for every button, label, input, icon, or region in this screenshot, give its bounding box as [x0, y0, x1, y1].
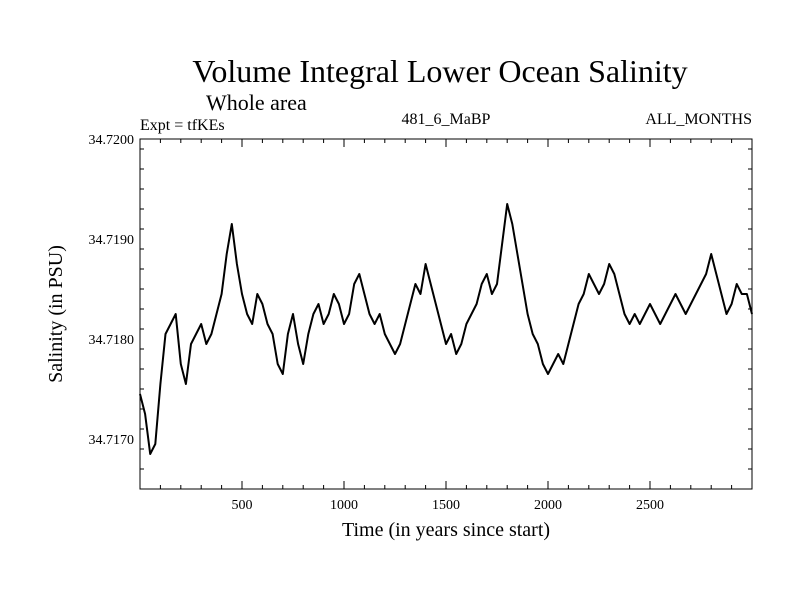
chart-title: Volume Integral Lower Ocean Salinity: [192, 53, 687, 89]
x-tick-label: 500: [232, 498, 253, 513]
x-tick-label: 1000: [330, 498, 358, 513]
y-axis-tick-labels: 34.7170 34.7180 34.7190 34.7200: [89, 133, 135, 448]
y-tick-label: 34.7190: [89, 233, 135, 248]
x-axis-ticks: [159, 139, 733, 489]
x-axis-tick-labels: 500 1000 1500 2000 2500: [232, 498, 665, 513]
y-tick-label: 34.7200: [89, 133, 135, 148]
x-tick-label: 1500: [432, 498, 460, 513]
plot-frame: [139, 138, 753, 490]
run-label: 481_6_MaBP: [402, 111, 491, 128]
x-tick-label: 2000: [534, 498, 562, 513]
y-tick-label: 34.7170: [89, 433, 135, 448]
chart-subtitle: Whole area: [206, 90, 307, 115]
salinity-series-line: [139, 203, 753, 455]
y-axis-ticks: [140, 148, 752, 490]
y-tick-label: 34.7180: [89, 333, 135, 348]
months-label: ALL_MONTHS: [645, 111, 752, 128]
y-axis-label: Salinity (in PSU): [45, 245, 67, 383]
x-axis-label: Time (in years since start): [342, 519, 550, 541]
experiment-label: Expt = tfKEs: [140, 117, 225, 134]
x-tick-label: 2500: [636, 498, 664, 513]
